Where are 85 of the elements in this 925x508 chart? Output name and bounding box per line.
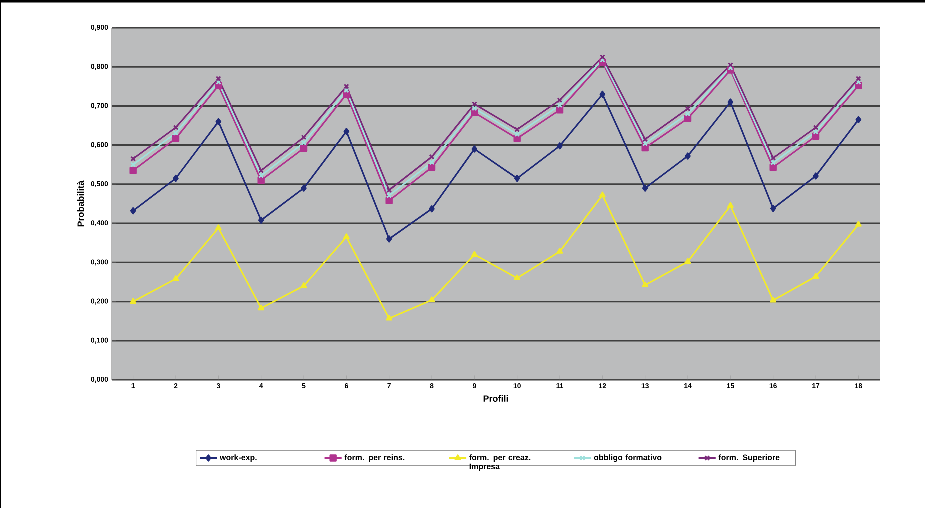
point [258, 176, 265, 184]
point [173, 174, 179, 182]
legend-label: form. per creaz. Impresa [469, 454, 531, 472]
point [770, 155, 776, 162]
point [728, 98, 734, 106]
point [514, 274, 521, 281]
point [216, 118, 222, 126]
point [557, 102, 563, 108]
point [301, 184, 307, 192]
point [600, 90, 606, 98]
point [728, 62, 734, 68]
point [514, 132, 520, 138]
legend-label: work-exp. [220, 454, 257, 462]
point [557, 98, 563, 104]
point [386, 188, 392, 194]
point [812, 273, 820, 279]
point [216, 76, 222, 82]
point [599, 192, 606, 198]
point [428, 296, 436, 302]
point [386, 236, 392, 243]
point [685, 152, 691, 160]
point [856, 116, 862, 124]
point [727, 202, 734, 208]
point [301, 134, 307, 140]
point [344, 84, 350, 90]
point [472, 106, 478, 112]
point [386, 193, 392, 199]
point [471, 251, 478, 258]
point [130, 298, 137, 304]
point [514, 126, 520, 132]
legend-label: form. per reins. [344, 454, 405, 462]
point [343, 234, 350, 240]
point [514, 174, 520, 182]
point [685, 111, 691, 117]
point [215, 224, 222, 230]
point [770, 297, 777, 303]
point [130, 207, 136, 215]
point [728, 65, 734, 71]
point [770, 160, 776, 166]
point [684, 115, 692, 122]
point [386, 197, 393, 204]
point [556, 106, 564, 114]
point [258, 216, 264, 224]
x-axis-title: Profili [484, 395, 508, 402]
point [813, 124, 819, 131]
point [557, 142, 563, 150]
point [172, 275, 180, 282]
point [685, 106, 691, 112]
point [429, 160, 435, 166]
point [813, 172, 819, 180]
point [471, 109, 478, 116]
point [258, 304, 265, 311]
point [429, 154, 435, 160]
point [472, 101, 478, 108]
point [386, 314, 393, 321]
point [172, 135, 180, 142]
point [770, 164, 777, 172]
point [344, 128, 350, 136]
point [300, 144, 308, 152]
point [514, 135, 521, 142]
point [428, 164, 436, 172]
point [130, 167, 137, 174]
point [301, 140, 307, 146]
point [258, 168, 264, 174]
point [600, 54, 606, 60]
point [600, 57, 606, 63]
point [173, 130, 179, 136]
point [173, 124, 179, 131]
point [556, 248, 564, 254]
point [472, 146, 478, 153]
point [642, 184, 648, 192]
point [813, 129, 819, 135]
y-axis-title: Probabilità [77, 180, 84, 227]
point [258, 173, 264, 179]
point [642, 282, 649, 288]
point [300, 282, 308, 288]
point [812, 132, 820, 140]
legend-label: obbligo formativo [594, 454, 662, 462]
point [770, 205, 776, 212]
point [855, 221, 862, 227]
point [642, 144, 649, 152]
legend-label: form. Superiore [718, 454, 780, 462]
point [642, 136, 648, 142]
point [429, 205, 435, 213]
point [684, 258, 692, 264]
